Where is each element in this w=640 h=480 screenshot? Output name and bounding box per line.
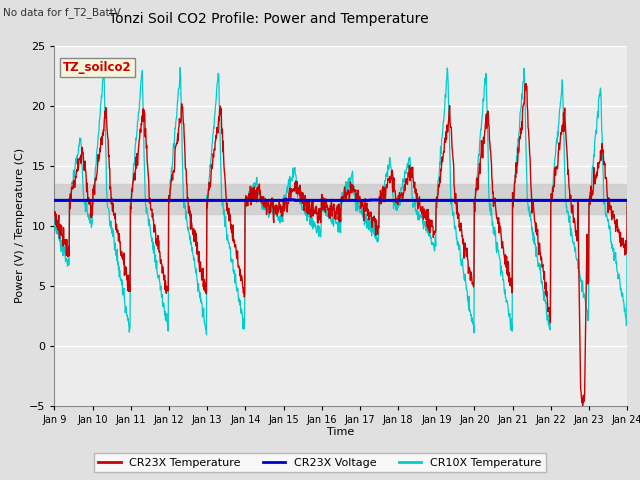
X-axis label: Time: Time <box>327 427 355 437</box>
Bar <box>54 184 627 214</box>
Text: No data for f_T2_BattV: No data for f_T2_BattV <box>3 7 121 18</box>
Text: Tonzi Soil CO2 Profile: Power and Temperature: Tonzi Soil CO2 Profile: Power and Temper… <box>109 12 429 26</box>
Text: TZ_soilco2: TZ_soilco2 <box>63 61 132 74</box>
Legend: CR23X Temperature, CR23X Voltage, CR10X Temperature: CR23X Temperature, CR23X Voltage, CR10X … <box>94 453 546 472</box>
Y-axis label: Power (V) / Temperature (C): Power (V) / Temperature (C) <box>15 148 25 303</box>
